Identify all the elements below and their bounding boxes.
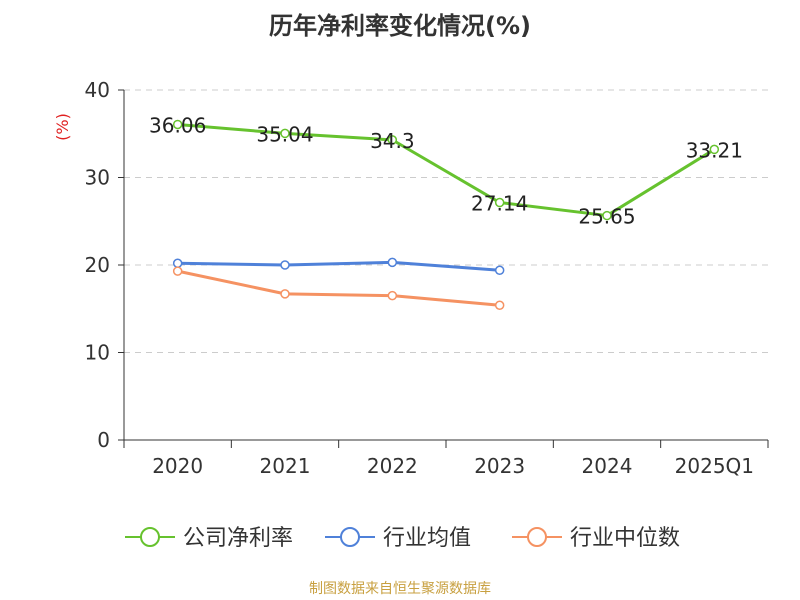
legend-item[interactable]: 公司净利率: [125, 526, 293, 551]
data-labels: 36.06 35.04 34.3 27.14 25.65 33.21: [149, 113, 743, 228]
data-point: [494, 197, 505, 208]
y-tick-label: 0: [97, 428, 110, 452]
data-label: 33.21: [686, 138, 743, 162]
legend-item[interactable]: 行业中位数: [512, 526, 680, 551]
x-tick-label: 2022: [367, 454, 418, 478]
data-point: [280, 289, 290, 299]
legend-label: 公司净利率: [183, 526, 293, 551]
legend-marker: [340, 527, 360, 547]
data-point: [387, 135, 398, 145]
series-line-0: [177, 122, 716, 218]
x-tick-label: 2024: [582, 454, 633, 478]
x-tick-label: 2025Q1: [675, 454, 754, 478]
y-axis-label: (%): [53, 113, 72, 141]
legend-marker: [140, 527, 160, 547]
data-point: [280, 260, 290, 270]
data-label: 27.14: [471, 192, 528, 216]
data-label: 35.04: [256, 122, 313, 146]
data-label: 36.06: [149, 113, 206, 137]
series-lines: [172, 119, 720, 310]
data-label: 34.3: [370, 129, 415, 153]
series-line-1: [177, 260, 500, 272]
series-line-2: [177, 269, 500, 307]
axes: 0 10 20 30 40 2020 2021 2022 2023 2024 2025Q1: [85, 78, 769, 478]
data-point: [387, 290, 398, 301]
source-note: 制图数据来自恒生聚源数据库: [309, 581, 491, 597]
legend-item[interactable]: 行业均值: [325, 526, 471, 551]
data-point: [387, 257, 398, 268]
chart-title: 历年净利率变化情况(%): [269, 12, 531, 40]
data-point: [494, 300, 505, 310]
legend[interactable]: 公司净利率 行业均值 行业中位数: [125, 526, 680, 551]
y-tick-label: 20: [85, 253, 110, 277]
y-tick-label: 40: [85, 78, 110, 102]
y-tick-label: 10: [85, 341, 110, 365]
data-point: [172, 258, 183, 268]
data-point: [494, 265, 505, 275]
data-point: [709, 144, 720, 155]
data-point: [602, 210, 612, 221]
legend-label: 行业均值: [383, 526, 471, 551]
data-label: 25.65: [578, 205, 635, 229]
x-tick-label: 2021: [260, 454, 311, 478]
data-point: [172, 119, 183, 130]
y-tick-label: 30: [85, 166, 110, 190]
data-point: [280, 128, 290, 139]
legend-label: 行业中位数: [570, 526, 680, 551]
x-tick-label: 2023: [474, 454, 525, 478]
data-point: [172, 266, 183, 276]
legend-marker: [527, 527, 547, 547]
x-tick-label: 2020: [152, 454, 203, 478]
